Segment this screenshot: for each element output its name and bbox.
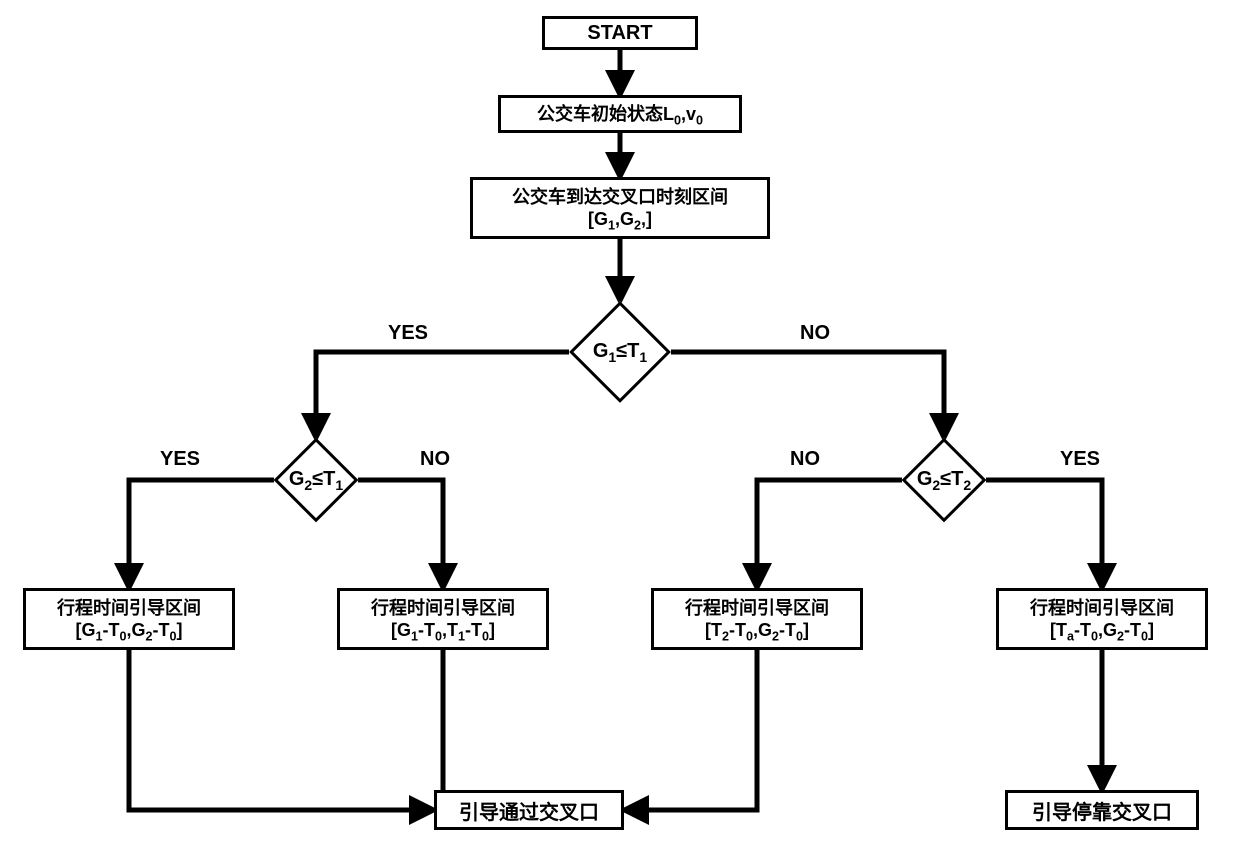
stop-label: 引导停靠交叉口 (1032, 796, 1172, 825)
interval-box-4: 行程时间引导区间[Ta-T0,G2-T0] (996, 588, 1208, 650)
decision-g2-left (274, 438, 359, 523)
pass-label: 引导通过交叉口 (459, 796, 599, 825)
interval-4-label: 行程时间引导区间[Ta-T0,G2-T0] (1030, 594, 1174, 644)
arrive-label: 公交车到达交叉口时刻区间[G1,G2,] (512, 183, 728, 233)
edge-label-no-3: NO (790, 448, 820, 471)
decision-g2-right (902, 438, 987, 523)
start-node: START (542, 16, 698, 50)
interval-3-label: 行程时间引导区间[T2-T0,G2-T0] (685, 594, 829, 644)
interval-box-2: 行程时间引导区间[G1-T0,T1-T0] (337, 588, 549, 650)
init-state-node: 公交车初始状态L0,v0 (498, 95, 742, 133)
start-label: START (587, 22, 652, 45)
edge-label-yes-2: YES (160, 448, 200, 471)
decision-g1 (569, 301, 671, 403)
interval-box-1: 行程时间引导区间[G1-T0,G2-T0] (23, 588, 235, 650)
pass-intersection-node: 引导通过交叉口 (434, 790, 624, 830)
edge-label-no-1: NO (800, 322, 830, 345)
edge-label-yes-1: YES (388, 322, 428, 345)
init-label: 公交车初始状态L0,v0 (537, 100, 703, 128)
arrival-interval-node: 公交车到达交叉口时刻区间[G1,G2,] (470, 177, 770, 239)
interval-2-label: 行程时间引导区间[G1-T0,T1-T0] (371, 594, 515, 644)
interval-box-3: 行程时间引导区间[T2-T0,G2-T0] (651, 588, 863, 650)
edge-label-no-2: NO (420, 448, 450, 471)
edge-label-yes-3: YES (1060, 448, 1100, 471)
stop-intersection-node: 引导停靠交叉口 (1005, 790, 1199, 830)
interval-1-label: 行程时间引导区间[G1-T0,G2-T0] (57, 594, 201, 644)
